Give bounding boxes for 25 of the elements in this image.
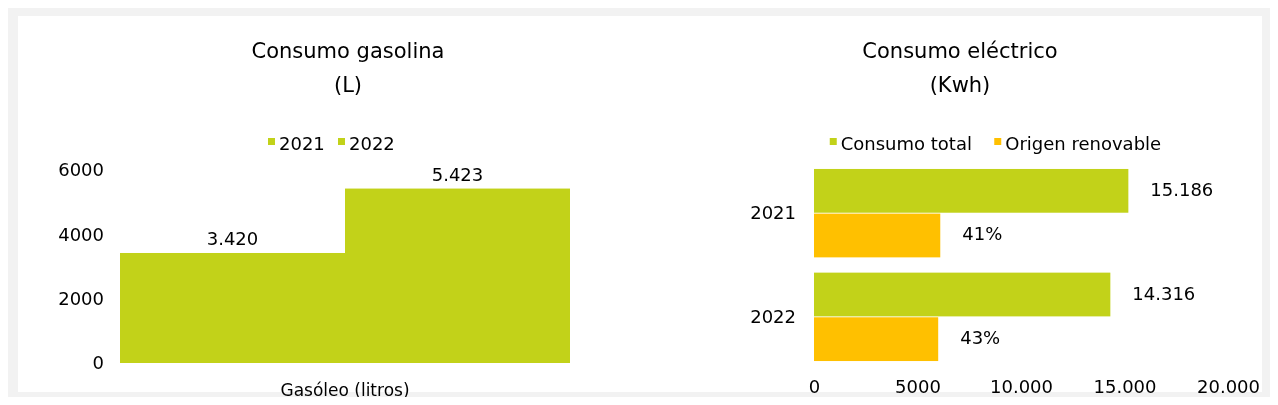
data-label: 14.316 — [1132, 282, 1196, 304]
data-label: 15.186 — [1150, 178, 1214, 200]
legend-label: Origen renovable — [1005, 133, 1162, 154]
legend-label: 2021 — [279, 133, 325, 154]
y-tick-label: 2000 — [58, 287, 104, 309]
chart-title: Consumo eléctrico (Kwh) — [862, 39, 1058, 97]
y-tick-label: 4000 — [58, 223, 104, 245]
x-tick-label: 20.000 — [1197, 375, 1260, 397]
bar — [814, 317, 939, 362]
data-label: 5.423 — [431, 163, 484, 185]
bar — [814, 272, 1111, 317]
annotation: 43% — [960, 327, 1001, 349]
annotation: 41% — [962, 223, 1003, 245]
bar — [814, 168, 1129, 213]
y-tick-label: 6000 — [58, 159, 104, 181]
x-tick-label: 15.000 — [1093, 375, 1157, 397]
x-tick-label: 5000 — [895, 375, 941, 397]
x-tick-label: 10.000 — [990, 375, 1053, 397]
chart-title: Consumo gasolina (L) — [251, 39, 445, 97]
legend-label: Consumo total — [840, 133, 972, 154]
data-label: 3.420 — [206, 227, 259, 249]
x-tick-label: 0 — [808, 375, 821, 397]
bar — [814, 213, 941, 258]
legend-label: 2022 — [349, 133, 395, 154]
y-tick-label: 0 — [92, 352, 104, 374]
